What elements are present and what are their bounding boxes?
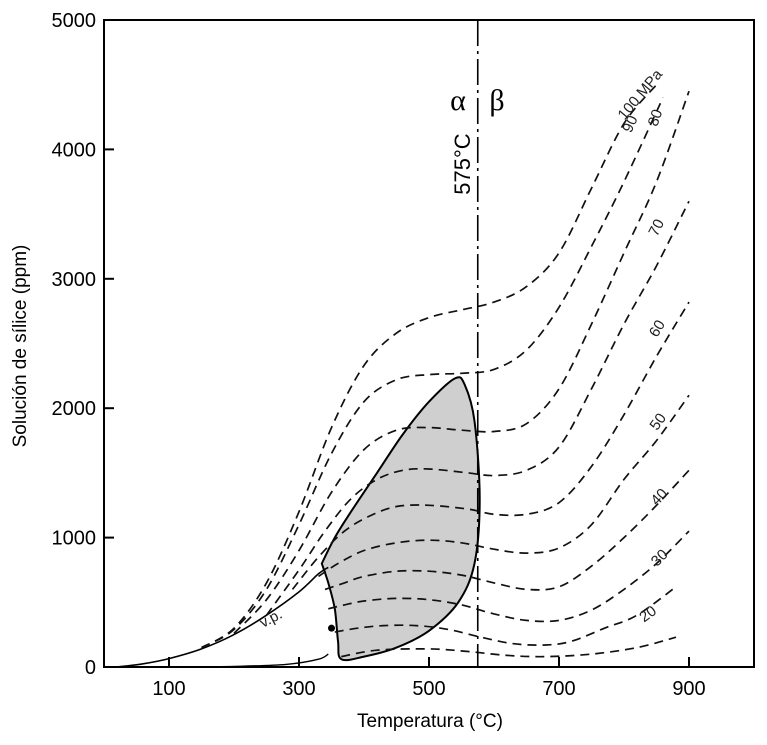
y-tick-label: 4000	[52, 139, 97, 161]
isobar-curve-4	[265, 200, 690, 616]
isobar-label-9: 20	[636, 602, 659, 626]
isobar-label-7: 40	[647, 485, 671, 509]
x-tick-label: 900	[672, 678, 705, 700]
isobar-curve-1	[201, 84, 658, 649]
x-tick-label: 100	[152, 678, 185, 700]
y-tick-label: 3000	[52, 269, 97, 291]
isobar-curve-6	[318, 394, 690, 578]
y-axis-title: Solución de sílice (ppm)	[10, 245, 31, 448]
isobar-curves-layer	[116, 84, 690, 668]
shaded-solubility-region-layer	[320, 376, 481, 662]
isobar-label-6: 50	[646, 410, 670, 433]
transition-temperature-label: 575°C	[450, 133, 475, 195]
y-tick-label: 2000	[52, 398, 97, 420]
isobar-curve-5	[291, 301, 690, 590]
x-tick-label: 700	[542, 678, 575, 700]
ticks-layer: 100 300 500 700 900 0 1000 2000 3000 4000 5000	[52, 10, 706, 700]
x-axis-title: Temperatura (°C)	[357, 711, 503, 732]
x-tick-label: 300	[282, 678, 315, 700]
isobar-label-2: 90	[619, 113, 641, 135]
vapor-pressure-curve	[116, 566, 329, 668]
isobar-curve-7	[324, 469, 690, 591]
isobar-label-3: 80	[645, 107, 667, 128]
isobar-label-5: 60	[646, 317, 669, 340]
y-tick-label: 0	[85, 657, 96, 679]
isobar-curve-3	[233, 90, 690, 634]
x-tick-label: 500	[412, 678, 445, 700]
isobar-curve-8	[328, 530, 690, 623]
vapor-pressure-label: v.p.	[257, 606, 285, 632]
y-tick-label: 5000	[52, 10, 97, 32]
lower-boundary-curve	[168, 653, 329, 668]
isobar-label-8: 30	[648, 546, 672, 570]
isobar-curve-9	[334, 586, 677, 646]
isobar-label-4: 70	[645, 216, 668, 239]
y-tick-label: 1000	[52, 528, 97, 550]
shaded-region	[320, 376, 481, 662]
critical-point-dot	[328, 624, 335, 632]
phase-alpha-label: α	[450, 84, 466, 117]
phase-beta-label: β	[489, 84, 504, 117]
isobar-curve-10	[341, 636, 677, 658]
